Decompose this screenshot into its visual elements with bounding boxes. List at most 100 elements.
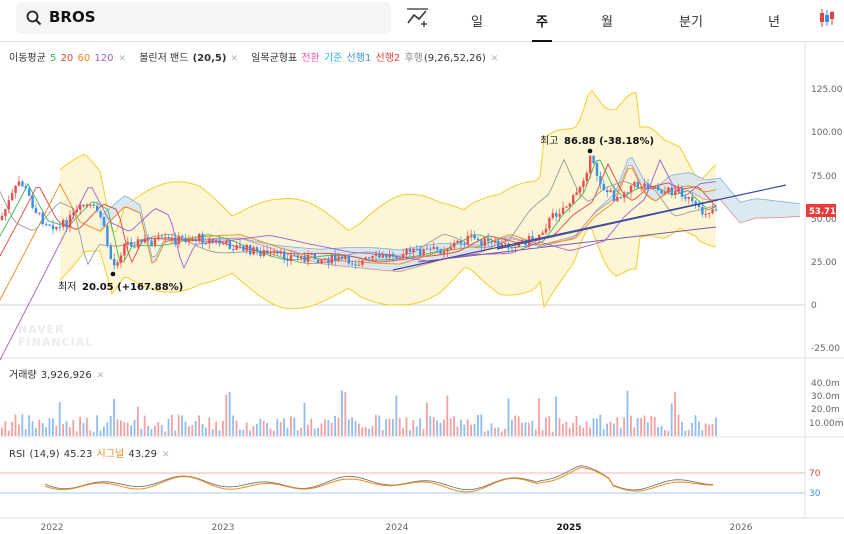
volume-bar	[133, 419, 136, 436]
volume-bar	[708, 424, 710, 436]
volume-bar	[538, 398, 540, 436]
candle-body	[68, 215, 72, 227]
volume-bar	[194, 421, 197, 436]
price-tick-2: 100.00	[811, 128, 843, 138]
candle-body	[72, 212, 75, 216]
volume-bar	[555, 396, 557, 436]
candle-body	[714, 209, 718, 211]
volume-bar	[147, 425, 149, 436]
volume-bar	[426, 402, 428, 436]
volume-bar	[443, 419, 445, 436]
volume-bar	[415, 426, 418, 436]
candle-body	[184, 237, 187, 242]
candle-body	[269, 251, 272, 254]
candle-body	[538, 234, 541, 239]
volume-bar	[126, 422, 129, 436]
candle-body	[293, 255, 296, 257]
candle-body	[55, 226, 58, 230]
candle-body	[425, 248, 429, 250]
candle-body	[436, 246, 439, 250]
time-label-2024: 2024	[386, 523, 409, 533]
volume-bar	[177, 414, 180, 436]
volume-bar	[324, 419, 326, 436]
candle-body	[531, 236, 534, 241]
volume-bar	[514, 415, 517, 436]
candle-body	[361, 260, 364, 265]
volume-bar	[589, 427, 591, 436]
trendline-1[interactable]	[392, 184, 787, 271]
volume-bar	[256, 423, 258, 436]
rsi-value: 45.23	[63, 449, 93, 460]
candle-body	[157, 236, 160, 239]
volume-bar	[300, 427, 302, 436]
trendline-3[interactable]	[417, 226, 717, 263]
price-tick-4: 50.00	[811, 215, 837, 225]
volume-bar	[446, 395, 449, 436]
candlestick-chart-icon[interactable]	[818, 8, 836, 28]
volume-bar	[232, 415, 234, 436]
top-bar: BROS 일 주 월 분기 년	[0, 0, 844, 42]
volume-bar	[62, 424, 64, 436]
bb-legend-label: 볼린저 밴드	[139, 53, 189, 64]
candle-body	[398, 257, 401, 259]
volume-bar	[79, 416, 81, 436]
volume-close-icon[interactable]: ✕	[96, 371, 105, 381]
volume-bar	[361, 427, 364, 436]
volume-bar	[320, 423, 323, 436]
volume-bar	[466, 419, 469, 436]
candle-body	[31, 195, 34, 208]
trendline-2[interactable]	[496, 199, 719, 250]
candle-body	[181, 235, 184, 238]
candle-body	[245, 244, 248, 251]
candle-body	[276, 250, 279, 254]
tab-month[interactable]: 월	[601, 15, 613, 30]
candle-body	[357, 264, 361, 266]
candle-body	[544, 228, 548, 233]
volume-bar	[191, 424, 194, 436]
drawing-tool-icon[interactable]	[406, 6, 430, 28]
candle-body	[422, 249, 425, 256]
volume-bar	[381, 429, 384, 436]
volume-bar	[405, 417, 408, 436]
ma-close-icon[interactable]: ✕	[118, 54, 127, 64]
bb-close-icon[interactable]: ✕	[230, 54, 238, 64]
tab-day[interactable]: 일	[471, 15, 483, 30]
tab-week[interactable]: 주	[527, 11, 557, 42]
volume-legend: 거래량 3,926,926 ✕	[9, 366, 114, 381]
candle-body	[119, 255, 123, 263]
candle-body	[391, 253, 395, 257]
candle-body	[704, 213, 707, 215]
rsi-line	[44, 465, 714, 491]
candle-body	[459, 240, 463, 244]
candle-body	[150, 240, 153, 246]
candle-body	[28, 188, 31, 196]
volume-bar	[711, 423, 714, 436]
volume-bar	[89, 430, 92, 436]
candle-body	[252, 247, 255, 255]
rsi-close-icon[interactable]: ✕	[161, 450, 170, 460]
candle-body	[194, 239, 197, 241]
ichimoku-close-icon[interactable]: ✕	[490, 54, 499, 64]
candle-body	[711, 209, 714, 214]
volume-bar	[222, 420, 224, 436]
candle-body	[483, 238, 486, 246]
volume-bar	[398, 417, 401, 436]
candle-body	[130, 241, 133, 247]
volume-bar	[317, 427, 319, 436]
candle-body	[402, 254, 405, 258]
tab-year[interactable]: 년	[768, 15, 780, 30]
volume-bar	[568, 427, 571, 436]
candle-body	[147, 239, 150, 241]
tab-quarter[interactable]: 분기	[679, 15, 703, 30]
candle-body	[255, 247, 259, 251]
volume-bar	[704, 423, 707, 436]
candle-body	[646, 183, 650, 189]
volume-bar	[701, 430, 704, 436]
volume-bar	[456, 426, 459, 436]
volume-bar	[592, 418, 595, 436]
indicator-legend: 이동평균 5 20 60 120 ✕ 볼린저 밴드 (20,5) ✕ 일목균형표 전…	[9, 49, 508, 64]
volume-bar	[473, 423, 476, 436]
volume-bar	[103, 426, 105, 436]
stock-search-box[interactable]: BROS	[16, 2, 391, 34]
